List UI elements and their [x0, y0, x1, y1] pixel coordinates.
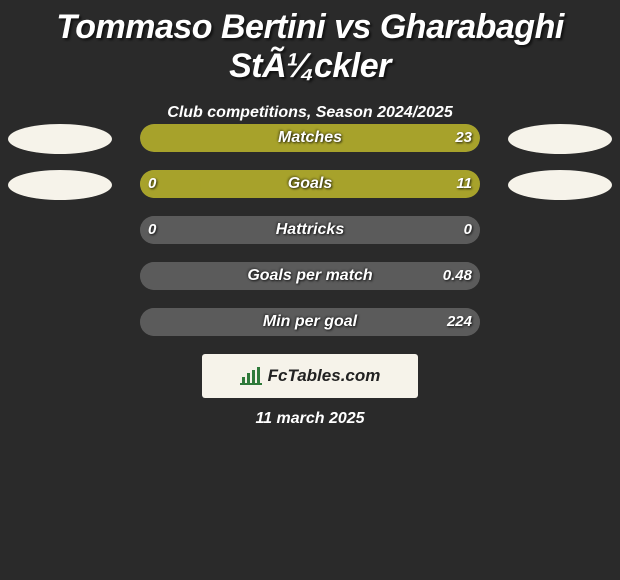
stats-rows: Matches23Goals011Hattricks00Goals per ma…: [0, 122, 620, 352]
stat-row: Matches23: [0, 122, 620, 168]
stat-left-value: 0: [148, 216, 156, 244]
stat-row: Goals0 11: [0, 168, 620, 214]
player-left-oval: [8, 170, 112, 200]
stat-right-value: 23: [455, 124, 472, 152]
stat-row: Hattricks0 0: [0, 214, 620, 260]
player-left-oval: [8, 124, 112, 154]
stat-label: Min per goal: [140, 308, 480, 336]
footer-date: 11 march 2025: [0, 410, 620, 428]
page-subtitle: Club competitions, Season 2024/2025: [0, 104, 620, 122]
stat-label: Hattricks: [140, 216, 480, 244]
player-right-oval: [508, 170, 612, 200]
stat-right-value: 11: [456, 170, 472, 198]
stat-right-value: 0: [464, 216, 472, 244]
stat-label: Goals per match: [140, 262, 480, 290]
comparison-card: Tommaso Bertini vs Gharabaghi StÃ¼ckler …: [0, 0, 620, 580]
stat-label: Goals: [140, 170, 480, 198]
bar-chart-icon: [240, 367, 262, 385]
stat-label: Matches: [140, 124, 480, 152]
player-right-oval: [508, 124, 612, 154]
stat-row: Min per goal224: [0, 306, 620, 352]
stat-left-value: 0: [148, 170, 156, 198]
source-badge: FcTables.com: [202, 354, 418, 398]
badge-text: FcTables.com: [268, 366, 381, 386]
stat-row: Goals per match0.48: [0, 260, 620, 306]
page-title: Tommaso Bertini vs Gharabaghi StÃ¼ckler: [0, 0, 620, 86]
stat-right-value: 0.48: [443, 262, 472, 290]
stat-right-value: 224: [447, 308, 472, 336]
